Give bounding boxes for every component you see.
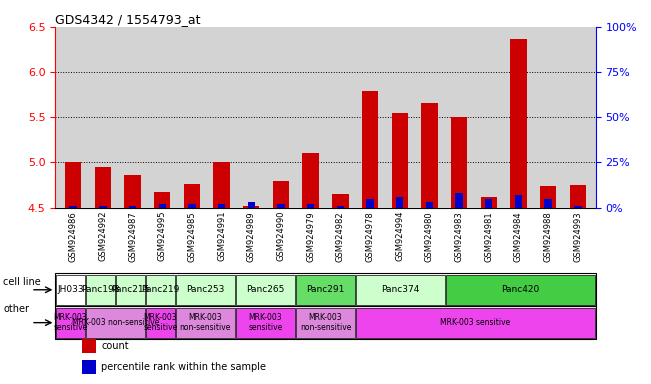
Text: GSM924991: GSM924991 xyxy=(217,211,226,262)
Text: GSM924978: GSM924978 xyxy=(365,211,374,262)
Text: GSM924985: GSM924985 xyxy=(187,211,197,262)
Text: GSM924988: GSM924988 xyxy=(544,211,553,262)
Bar xyxy=(574,206,581,208)
Bar xyxy=(82,339,96,353)
Bar xyxy=(86,308,145,338)
Text: GSM924984: GSM924984 xyxy=(514,211,523,262)
Bar xyxy=(243,206,260,208)
Bar xyxy=(456,193,463,208)
Text: MRK-003
non-sensitive: MRK-003 non-sensitive xyxy=(300,313,351,332)
Text: GSM924990: GSM924990 xyxy=(277,211,286,262)
Text: GSM924989: GSM924989 xyxy=(247,211,256,262)
Bar xyxy=(544,199,552,208)
Bar xyxy=(307,204,314,208)
Bar xyxy=(82,360,96,374)
Bar xyxy=(273,181,289,208)
Text: GSM924995: GSM924995 xyxy=(158,211,167,262)
Text: GSM924980: GSM924980 xyxy=(425,211,434,262)
Bar xyxy=(396,197,404,208)
Bar xyxy=(56,308,85,338)
Bar xyxy=(391,113,408,208)
Bar xyxy=(86,275,115,305)
Text: count: count xyxy=(102,341,129,351)
Text: GSM924981: GSM924981 xyxy=(484,211,493,262)
Bar xyxy=(154,192,171,208)
Bar xyxy=(485,199,492,208)
Text: Panc374: Panc374 xyxy=(381,285,420,294)
Text: Panc291: Panc291 xyxy=(307,285,344,294)
Bar xyxy=(176,308,235,338)
Bar xyxy=(236,308,295,338)
Text: MRK-003 non-sensitive: MRK-003 non-sensitive xyxy=(72,318,159,327)
Bar xyxy=(188,204,195,208)
Text: percentile rank within the sample: percentile rank within the sample xyxy=(102,362,266,372)
Text: GDS4342 / 1554793_at: GDS4342 / 1554793_at xyxy=(55,13,201,26)
Text: GSM924982: GSM924982 xyxy=(336,211,345,262)
Bar xyxy=(277,204,284,208)
Text: cell line: cell line xyxy=(3,277,41,287)
Text: other: other xyxy=(3,304,29,314)
Bar xyxy=(65,162,81,208)
Bar xyxy=(515,195,522,208)
Bar xyxy=(129,206,136,208)
Bar xyxy=(426,202,433,208)
Bar xyxy=(540,186,557,208)
Bar xyxy=(214,162,230,208)
Bar xyxy=(356,308,595,338)
Bar xyxy=(337,206,344,208)
Text: MRK-003
sensitive: MRK-003 sensitive xyxy=(53,313,87,332)
Bar xyxy=(451,117,467,208)
Bar xyxy=(570,185,586,208)
Bar xyxy=(421,103,437,208)
Bar xyxy=(124,175,141,208)
Text: MRK-003 sensitive: MRK-003 sensitive xyxy=(441,318,511,327)
Bar xyxy=(176,275,235,305)
Bar xyxy=(116,275,145,305)
Text: GSM924994: GSM924994 xyxy=(395,211,404,262)
Bar xyxy=(159,204,166,208)
Bar xyxy=(296,275,355,305)
Bar xyxy=(247,202,255,208)
Text: GSM924979: GSM924979 xyxy=(306,211,315,262)
Text: JH033: JH033 xyxy=(57,285,84,294)
Text: Panc265: Panc265 xyxy=(246,285,284,294)
Bar xyxy=(184,184,200,208)
Bar xyxy=(480,197,497,208)
Text: MRK-003
sensitive: MRK-003 sensitive xyxy=(248,313,283,332)
Bar xyxy=(296,308,355,338)
Bar xyxy=(56,275,85,305)
Text: GSM924983: GSM924983 xyxy=(454,211,464,262)
Text: GSM924993: GSM924993 xyxy=(574,211,583,262)
Text: GSM924986: GSM924986 xyxy=(68,211,77,262)
Bar xyxy=(362,91,378,208)
Bar xyxy=(70,206,77,208)
Bar xyxy=(332,194,348,208)
Text: Panc198: Panc198 xyxy=(81,285,120,294)
Bar xyxy=(146,275,175,305)
Bar xyxy=(356,275,445,305)
Text: Panc219: Panc219 xyxy=(141,285,180,294)
Bar xyxy=(303,153,319,208)
Bar xyxy=(94,167,111,208)
Bar xyxy=(446,275,595,305)
Bar xyxy=(367,199,374,208)
Text: GSM924992: GSM924992 xyxy=(98,211,107,262)
Text: Panc215: Panc215 xyxy=(111,285,150,294)
Text: Panc253: Panc253 xyxy=(186,285,225,294)
Bar xyxy=(218,204,225,208)
Text: MRK-003
sensitive: MRK-003 sensitive xyxy=(143,313,178,332)
Bar xyxy=(99,206,107,208)
Text: MRK-003
non-sensitive: MRK-003 non-sensitive xyxy=(180,313,231,332)
Bar xyxy=(510,39,527,208)
Bar xyxy=(146,308,175,338)
Text: GSM924987: GSM924987 xyxy=(128,211,137,262)
Bar xyxy=(236,275,295,305)
Text: Panc420: Panc420 xyxy=(501,285,540,294)
